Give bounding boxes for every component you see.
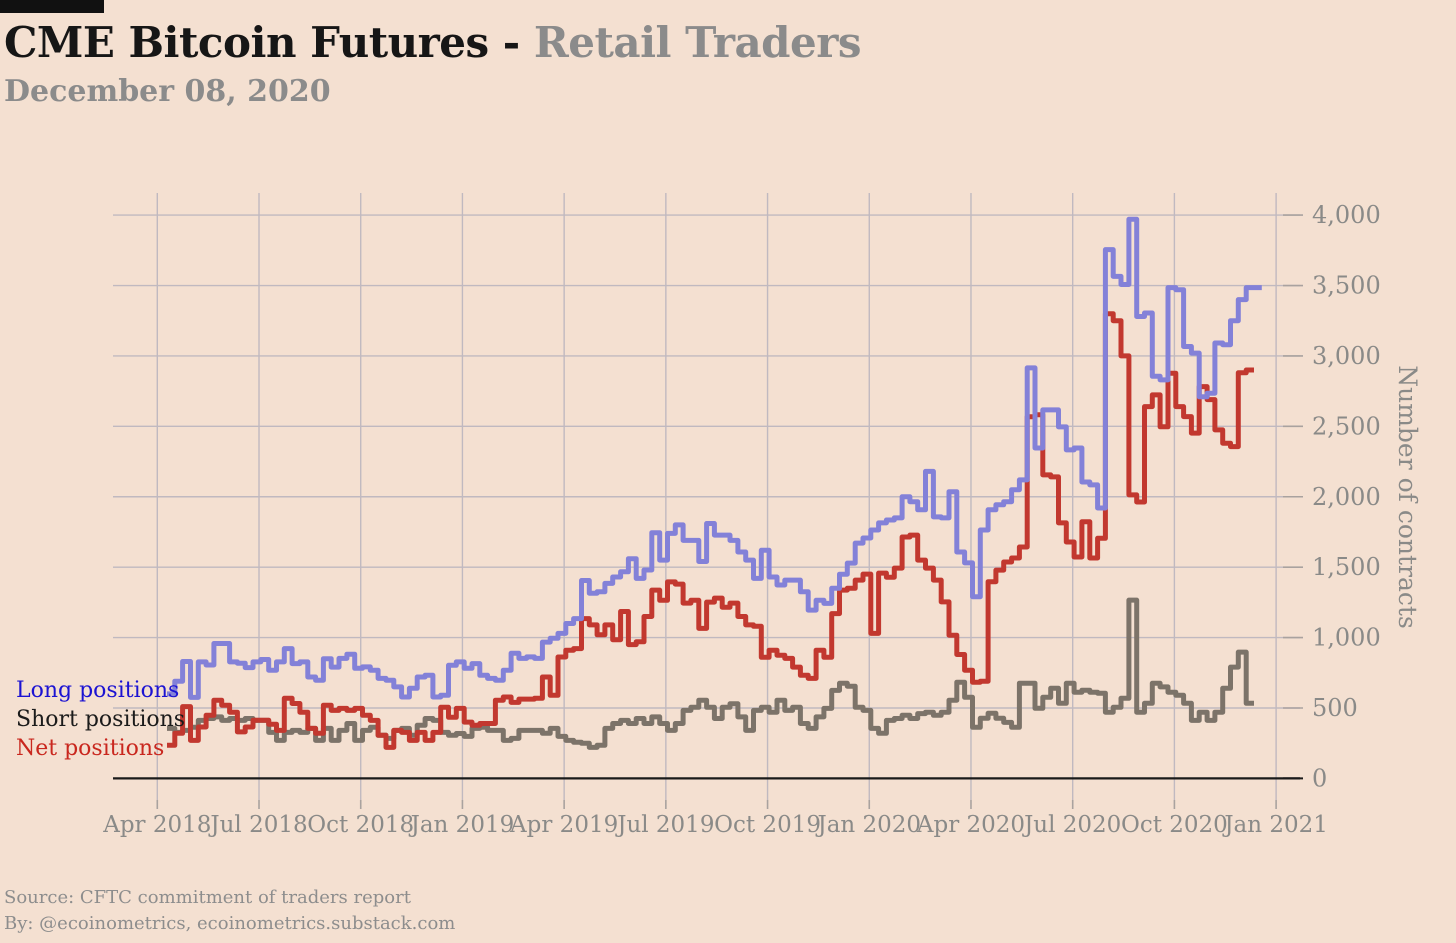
- page-subtitle: December 08, 2020: [4, 74, 331, 109]
- y-tick-label: 500: [1312, 694, 1358, 722]
- x-tick-label: Jan 2019: [409, 812, 515, 838]
- page-title-main: CME Bitcoin Futures -: [4, 18, 534, 67]
- x-tick-label: Apr 2020: [916, 812, 1025, 838]
- legend-long-positions: Long positions: [16, 678, 180, 703]
- y-tick-label: 1,500: [1312, 553, 1381, 581]
- top-left-black-bar: [0, 0, 104, 13]
- series-short-positions: [167, 597, 1254, 750]
- x-tick-label: Oct 2019: [714, 812, 821, 838]
- legend-net-positions: Net positions: [16, 736, 165, 761]
- chart-legend: Long positions Short positions Net posit…: [16, 676, 185, 763]
- x-tick-label: Oct 2020: [1121, 812, 1228, 838]
- x-tick-label: Oct 2018: [307, 812, 414, 838]
- series-net-positions: [167, 311, 1254, 750]
- chart-footer: Source: CFTC commitment of traders repor…: [4, 885, 455, 937]
- y-tick-label: 4,000: [1312, 201, 1381, 229]
- axis-ticks: [156, 214, 1303, 809]
- chart-series: [167, 216, 1262, 750]
- x-tick-label: Jul 2019: [615, 812, 714, 838]
- page-title: CME Bitcoin Futures - Retail Traders: [4, 18, 862, 67]
- source-line: Source: CFTC commitment of traders repor…: [4, 887, 411, 908]
- y-tick-label: 3,000: [1312, 342, 1381, 370]
- horizontal-gridlines: [113, 214, 1300, 780]
- y-tick-label: 0: [1312, 764, 1327, 792]
- x-tick-label: Jan 2020: [815, 812, 921, 838]
- x-tick-label: Jan 2021: [1222, 812, 1328, 838]
- x-tick-label: Jul 2018: [208, 812, 307, 838]
- y-tick-label: 2,000: [1312, 483, 1381, 511]
- x-tick-label: Jul 2020: [1022, 812, 1121, 838]
- y-axis-tick-labels: 0 500 1,000 1,500 2,000 2,500 3,000 3,500 4,000: [1312, 201, 1381, 792]
- y-tick-label: 1,000: [1312, 624, 1381, 652]
- y-tick-label: 3,500: [1312, 272, 1381, 300]
- y-tick-label: 2,500: [1312, 412, 1381, 440]
- x-tick-label: Apr 2018: [102, 812, 211, 838]
- legend-short-positions: Short positions: [16, 707, 186, 732]
- byline: By: @ecoinometrics, ecoinometrics.substa…: [4, 913, 456, 934]
- x-tick-label: Apr 2019: [509, 812, 618, 838]
- series-long-positions: [167, 216, 1262, 700]
- y-axis-title: Number of contracts: [1393, 365, 1422, 629]
- page-title-accent: Retail Traders: [533, 18, 862, 67]
